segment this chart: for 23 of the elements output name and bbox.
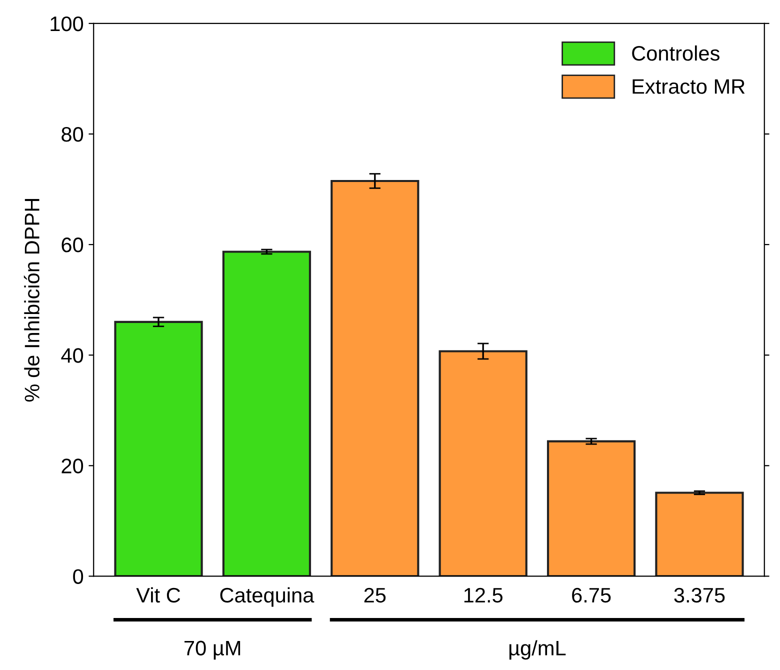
y-tick-label: 60 [62, 238, 84, 252]
x-tick-label: 6.75 [572, 588, 611, 603]
x-tick-label: 12.5 [464, 588, 502, 603]
x-tick-label: 3.375 [674, 588, 725, 603]
text: µg/mL [509, 640, 566, 660]
y-tick-label: 40 [61, 348, 84, 363]
bar [546, 440, 636, 576]
x-tick-label: Catequina [220, 587, 314, 607]
legend-label: Extracto MR [632, 79, 745, 94]
x-tick-label: 25 [364, 588, 386, 603]
y-tick-label: 20 [62, 458, 84, 474]
bar [114, 320, 203, 576]
bar [438, 350, 528, 576]
bar [330, 180, 420, 576]
bar [222, 250, 312, 576]
legend-label: Controles [632, 45, 720, 61]
y-tick-label: 80 [62, 127, 84, 142]
bar [655, 492, 744, 576]
text: 70 µM [184, 640, 240, 660]
y-tick-label: 0 [73, 569, 84, 584]
x-tick-label: Vit C [136, 587, 180, 603]
y-axis-title: % de Inhibición DPPH [24, 199, 40, 402]
y-tick-label: 100 [50, 16, 84, 32]
